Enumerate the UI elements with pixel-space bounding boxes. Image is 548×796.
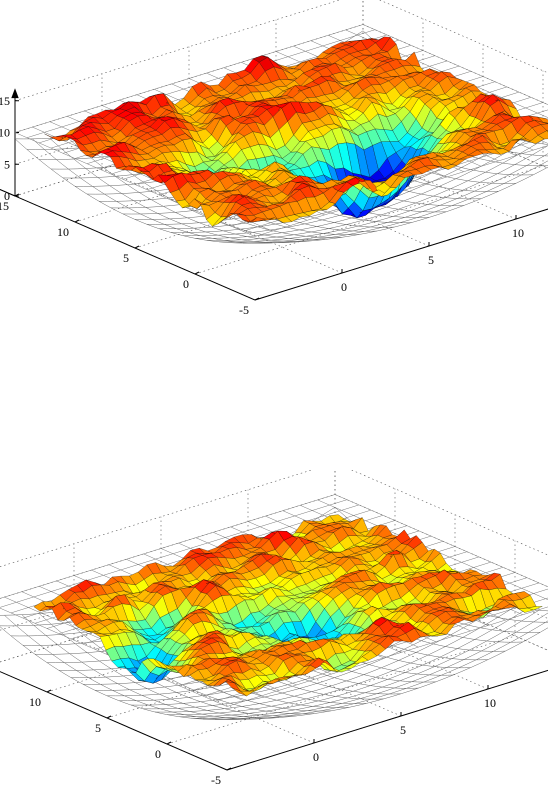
x-tick-label: 0: [341, 280, 347, 294]
y-tick-mark: [47, 690, 51, 692]
x-tick-label: 0: [313, 750, 319, 764]
x-tick-label: 10: [512, 226, 524, 240]
y-tick-label: 10: [29, 695, 41, 709]
y-tick-label: -5: [239, 303, 249, 317]
y-tick-mark: [135, 246, 139, 248]
x-tick-label: 5: [428, 253, 434, 267]
z-axis-arrow-icon: [12, 90, 18, 98]
z-tick-label: 10: [0, 126, 10, 140]
y-tick-label: 15: [0, 199, 9, 213]
y-tick-mark: [195, 272, 199, 274]
x-tick-label: 10: [484, 696, 496, 710]
y-tick-label: 10: [57, 225, 69, 239]
y-tick-label: 5: [95, 721, 101, 735]
z-tick-label: 15: [0, 94, 10, 108]
y-tick-mark: [167, 742, 171, 744]
x-tick-label: 5: [400, 723, 406, 737]
y-tick-label: -5: [211, 773, 221, 787]
y-tick-label: 0: [155, 747, 161, 761]
z-tick-label: 5: [4, 157, 10, 171]
y-tick-mark: [107, 716, 111, 718]
y-tick-mark: [75, 220, 79, 222]
y-tick-label: 0: [183, 277, 189, 291]
y-tick-label: 5: [123, 251, 129, 265]
colored-surface: [44, 37, 548, 227]
